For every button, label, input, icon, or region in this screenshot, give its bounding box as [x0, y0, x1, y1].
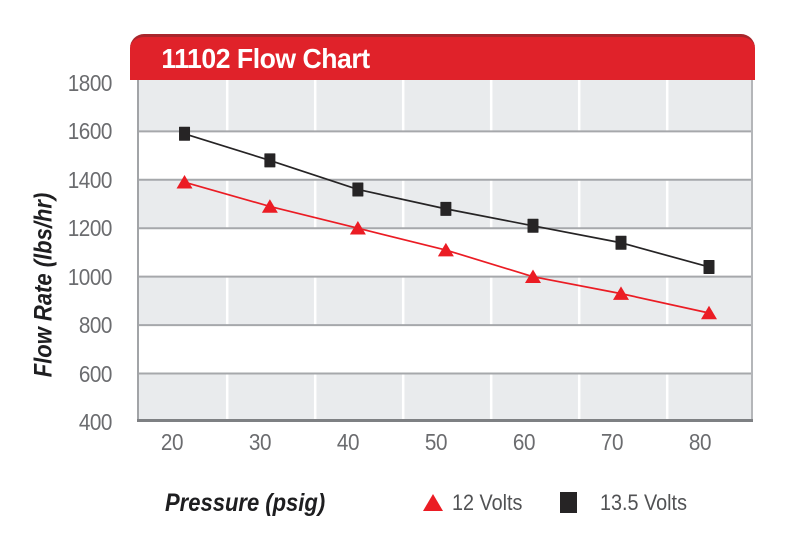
data-point-triangle	[176, 175, 193, 189]
y-tick-label: 800	[78, 312, 113, 339]
x-tick-label: 80	[689, 429, 712, 455]
x-tick-label: 50	[425, 429, 448, 455]
x-tick-label: 60	[513, 429, 536, 455]
legend-triangle-icon	[423, 494, 443, 511]
y-tick-label: 400	[78, 409, 113, 435]
data-point-triangle	[613, 286, 629, 300]
y-tick-label: 1000	[67, 263, 113, 290]
data-point-triangle	[525, 269, 541, 283]
y-tick-label: 1600	[67, 118, 113, 145]
y-tick-label: 1800	[67, 69, 113, 96]
x-tick-label: 70	[601, 429, 624, 455]
legend-label-13-5-volts: 13.5 Volts	[600, 490, 687, 515]
data-point-square	[615, 235, 627, 250]
x-tick-label: 30	[249, 429, 272, 455]
plot-band	[137, 80, 753, 132]
plot-band	[137, 276, 753, 326]
data-point-square	[527, 218, 539, 233]
data-point-triangle	[261, 199, 278, 213]
x-axis-title: Pressure (psig)	[165, 489, 326, 517]
legend-label-12-volts: 12 Volts	[452, 490, 523, 515]
data-point-triangle	[349, 221, 366, 235]
x-tick-label: 20	[161, 429, 184, 455]
data-point-square	[264, 153, 276, 168]
y-tick-label: 1200	[67, 215, 113, 242]
plot-band	[137, 373, 753, 422]
y-tick-label: 1400	[67, 166, 113, 193]
data-point-square	[440, 201, 452, 216]
legend-square-icon	[560, 492, 577, 513]
data-point-triangle	[701, 305, 717, 320]
plot-area	[137, 80, 753, 422]
data-point-square	[703, 259, 715, 274]
data-point-square	[352, 182, 364, 197]
data-point-square	[179, 126, 191, 141]
chart-title: 11102 Flow Chart	[161, 43, 370, 74]
chart-title-banner: 11102 Flow Chart	[130, 34, 755, 80]
y-tick-label: 600	[78, 360, 113, 387]
x-tick-label: 40	[337, 429, 360, 455]
data-point-triangle	[437, 242, 454, 257]
